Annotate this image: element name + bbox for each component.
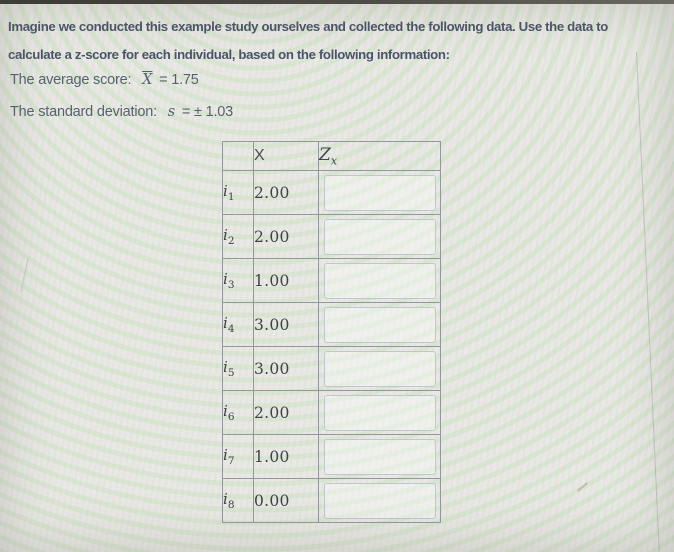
row-label: i8 [222, 478, 254, 523]
z-score-input[interactable] [324, 394, 436, 431]
question-line-2: calculate a z-score for each individual,… [8, 47, 450, 62]
x-value: 2.00 [253, 170, 319, 215]
z-cell [318, 346, 441, 391]
x-value: 2.00 [253, 214, 319, 259]
average-score-value: = 1.75 [159, 72, 199, 88]
z-score-input[interactable] [324, 262, 436, 299]
z-score-input[interactable] [324, 306, 436, 343]
x-value: 0.00 [253, 478, 319, 523]
question-line-1: Imagine we conducted this example study … [8, 19, 608, 34]
table-row-i6: i6 2.00 [222, 390, 441, 435]
z-cell [318, 478, 441, 523]
photo-artifact-edge-line [636, 51, 660, 552]
table-header-row: X Zx [222, 141, 441, 171]
table-row-i4: i4 3.00 [222, 302, 441, 347]
standard-deviation-value: = ± 1.03 [181, 104, 233, 120]
z-cell [318, 434, 441, 479]
x-bar-symbol: X [142, 72, 153, 88]
row-label: i1 [222, 170, 254, 215]
header-z-subscript: x [330, 154, 338, 168]
table-row-i1: i1 2.00 [222, 170, 441, 215]
z-score-input[interactable] [324, 482, 436, 519]
header-z-base: Z [319, 144, 331, 165]
standard-deviation-line: The standard deviation: s = ± 1.03 [10, 104, 233, 120]
z-cell [318, 214, 441, 259]
x-value: 2.00 [253, 390, 319, 435]
photo-artifact-left-line [20, 258, 29, 292]
z-score-input[interactable] [324, 350, 436, 387]
z-cell [318, 258, 441, 303]
row-label: i7 [222, 434, 254, 479]
z-cell [318, 390, 441, 435]
z-score-input[interactable] [324, 438, 436, 475]
z-cell [318, 170, 441, 215]
table-row-i3: i3 1.00 [222, 258, 441, 303]
standard-deviation-label: The standard deviation: [10, 104, 157, 120]
x-value: 1.00 [253, 434, 319, 479]
x-value: 3.00 [253, 302, 319, 347]
z-score-table: X Zx i1 2.00 i2 2.00 i3 1.00 i4 3.00 [222, 141, 441, 523]
table-row-i5: i5 3.00 [222, 346, 441, 391]
s-symbol: s [167, 104, 176, 120]
x-value: 1.00 [253, 258, 319, 303]
header-x: X [253, 141, 319, 171]
question-text: Imagine we conducted this example study … [8, 13, 608, 69]
z-cell [318, 302, 441, 347]
photo-artifact-dash [576, 482, 589, 492]
average-score-line: The average score: X = 1.75 [10, 72, 199, 88]
top-strip [0, 0, 674, 4]
table-row-i8: i8 0.00 [222, 478, 441, 523]
z-score-input[interactable] [324, 218, 436, 255]
row-label: i6 [222, 390, 254, 435]
header-blank-cell [222, 141, 254, 171]
average-score-label: The average score: [10, 72, 132, 88]
row-label: i2 [222, 214, 254, 259]
header-z: Zx [318, 141, 441, 171]
table-row-i7: i7 1.00 [222, 434, 441, 479]
row-label: i5 [222, 346, 254, 391]
z-score-input[interactable] [324, 174, 436, 211]
x-value: 3.00 [253, 346, 319, 391]
row-label: i3 [222, 258, 254, 303]
table-row-i2: i2 2.00 [222, 214, 441, 259]
row-label: i4 [222, 302, 254, 347]
